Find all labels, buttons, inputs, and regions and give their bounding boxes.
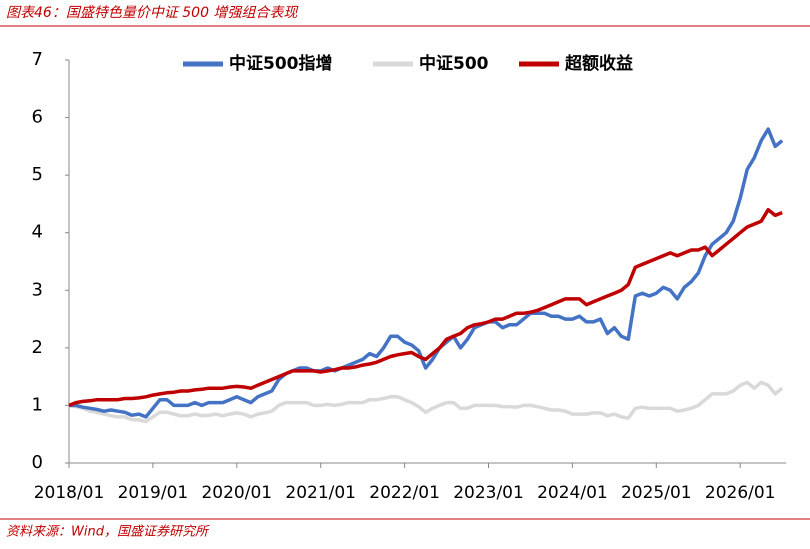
x-tick-label: 2020/01 — [201, 483, 272, 503]
x-tick-label: 2026/01 — [705, 483, 776, 503]
x-tick-label: 2024/01 — [537, 483, 608, 503]
y-tick-label: 2 — [32, 337, 43, 358]
y-tick-label: 0 — [32, 452, 43, 473]
x-tick-label: 2025/01 — [621, 483, 692, 503]
x-tick-label: 2018/01 — [34, 483, 105, 503]
chart-title: 图表46：国盛特色量价中证 500 增强组合表现 — [6, 5, 299, 21]
y-tick-label: 4 — [32, 222, 43, 243]
legend-label: 中证500指增 — [229, 53, 333, 74]
y-tick-label: 7 — [32, 49, 43, 70]
x-tick-label: 2019/01 — [118, 483, 189, 503]
x-tick-label: 2022/01 — [369, 483, 440, 503]
source-note: 资料来源：Wind，国盛证券研究所 — [6, 524, 210, 540]
x-tick-label: 2021/01 — [285, 483, 356, 503]
series-line — [68, 380, 784, 424]
x-tick-label: 2023/01 — [453, 483, 524, 503]
series-line — [69, 127, 784, 419]
series-line — [68, 207, 783, 408]
legend-label: 超额收益 — [565, 53, 633, 74]
y-tick-label: 5 — [32, 164, 43, 185]
y-tick-label: 6 — [32, 107, 43, 128]
y-tick-label: 1 — [32, 394, 43, 415]
y-tick-label: 3 — [32, 279, 43, 300]
legend-label: 中证500 — [419, 53, 489, 74]
